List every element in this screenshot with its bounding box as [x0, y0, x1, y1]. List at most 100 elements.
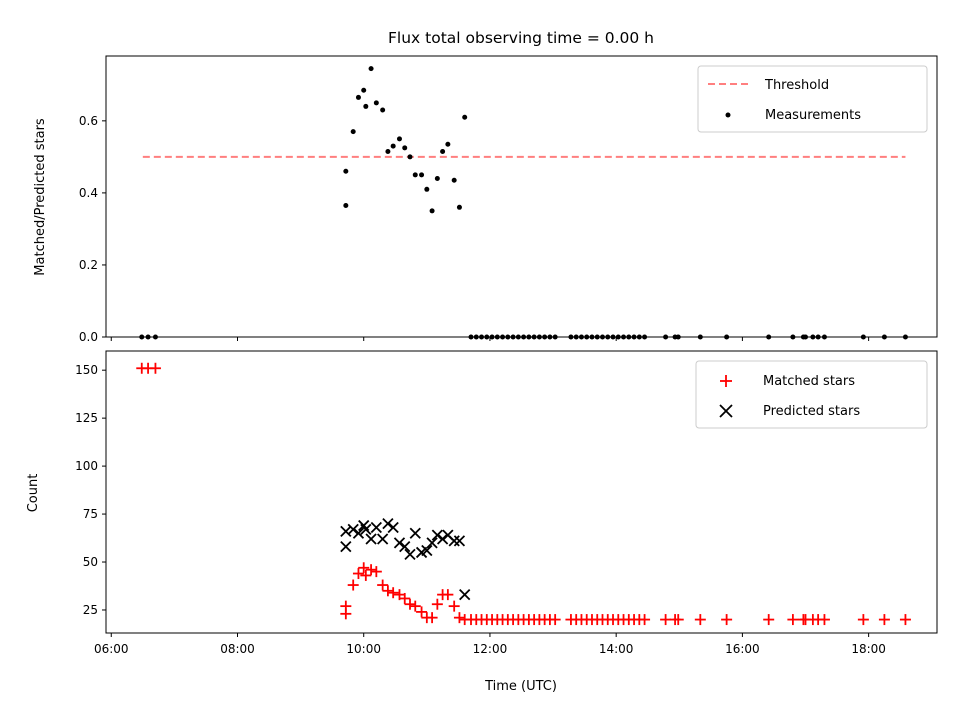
measurement-point — [445, 141, 451, 147]
measurement-point — [363, 103, 369, 109]
measurement-point — [152, 334, 158, 340]
predicted-stroke — [387, 521, 399, 534]
measurement-point — [139, 334, 145, 340]
measurement-point — [456, 204, 462, 210]
predicted-stroke — [347, 523, 359, 536]
bottom-y-tick-label: 50 — [83, 555, 98, 569]
matched-point — [899, 614, 911, 626]
measurement-point — [402, 145, 408, 151]
measurement-point — [407, 154, 413, 160]
bottom-axes: 25 50 75 100 125 150 06:00 08:00 10:00 12:00 14:00… — [75, 363, 886, 656]
measurement-point — [594, 334, 600, 340]
legend-matched-label: Matched stars — [763, 374, 855, 389]
matched-point — [660, 614, 672, 626]
measurement-point — [343, 168, 349, 174]
x-tick-label: 08:00 — [220, 642, 255, 656]
predicted-point — [404, 548, 416, 560]
bottom-y-tick-label: 75 — [83, 507, 98, 521]
measurement-point — [547, 334, 553, 340]
measurement-point — [552, 334, 558, 340]
measurement-point — [881, 334, 887, 340]
predicted-point — [421, 544, 433, 557]
predicted-stroke — [448, 535, 460, 547]
predicted-point — [340, 541, 352, 553]
matched-point — [787, 614, 799, 626]
predicted-stroke — [436, 533, 449, 545]
measurement-point — [434, 175, 440, 181]
measurement-point — [675, 334, 681, 340]
matched-point — [721, 614, 733, 626]
legend-matched-swatch — [720, 375, 732, 387]
measurement-point — [489, 334, 495, 340]
predicted-point — [409, 527, 421, 539]
predicted-stroke — [358, 519, 370, 532]
predicted-stroke — [459, 588, 471, 601]
matched-point — [857, 614, 869, 626]
top-panel: 0.0 0.2 0.4 0.6 Matched/Predicted stars Thr… — [33, 55, 938, 344]
legend-predicted-label: Predicted stars — [763, 404, 860, 419]
bottom-y-tick-label: 100 — [75, 459, 98, 473]
predicted-stroke — [365, 533, 377, 545]
measurement-point — [621, 334, 627, 340]
bottom-plot-frame — [105, 350, 938, 634]
predicted-stroke — [377, 533, 389, 545]
predicted-stroke — [431, 529, 443, 541]
measurement-point — [396, 136, 402, 142]
x-axis-label: Time (UTC) — [484, 679, 557, 694]
matched-point — [409, 600, 421, 612]
measurement-point — [815, 334, 821, 340]
matched-point — [404, 598, 416, 610]
matched-point — [549, 614, 561, 626]
predicted-point — [399, 541, 411, 553]
top-legend-frame — [697, 65, 928, 133]
measurement-point — [697, 334, 703, 340]
measurement-point — [484, 334, 490, 340]
figure-title: Flux total observing time = 0.00 h — [388, 29, 654, 47]
predicted-point — [365, 533, 377, 545]
predicted-point — [459, 588, 471, 601]
top-legend: Threshold Measurements — [697, 65, 928, 133]
measurement-point — [368, 66, 374, 72]
measurement-point — [521, 334, 527, 340]
x-tick-label: 16:00 — [725, 642, 760, 656]
predicted-point — [453, 535, 466, 547]
measurement-point — [505, 334, 511, 340]
measurement-point — [429, 208, 435, 214]
measurement-point — [510, 334, 516, 340]
bottom-legend: Matched stars Predicted stars — [695, 360, 928, 429]
predicted-point — [431, 529, 443, 541]
bottom-y-tick-label: 125 — [75, 411, 98, 425]
legend-measurements-swatch — [725, 112, 731, 118]
matched-point — [340, 600, 352, 612]
predicted-point — [377, 533, 389, 545]
matched-point — [365, 564, 377, 576]
matched-point — [426, 612, 438, 624]
predicted-stroke — [453, 535, 466, 547]
bottom-y-tick-label: 25 — [83, 603, 98, 617]
bottom-legend-frame — [695, 360, 928, 429]
measurement-point — [803, 334, 809, 340]
top-y-tick-label: 0.0 — [79, 330, 98, 344]
predicted-point — [393, 537, 406, 549]
top-y-tick-label: 0.6 — [79, 114, 98, 128]
predicted-stroke — [426, 537, 438, 549]
measurement-point — [451, 177, 457, 183]
matched-point — [382, 585, 394, 597]
matched-point — [878, 614, 890, 626]
measurement-point — [605, 334, 611, 340]
predicted-point — [340, 525, 352, 537]
matched-point — [358, 562, 370, 574]
measurement-point — [589, 334, 595, 340]
measurement-point — [663, 334, 669, 340]
matched-point — [448, 600, 460, 612]
predicted-point — [387, 521, 399, 534]
matched-point — [453, 612, 465, 624]
measurement-point — [821, 334, 827, 340]
predicted-stroke — [393, 537, 406, 549]
predicted-point — [370, 521, 382, 534]
x-tick-label: 14:00 — [599, 642, 634, 656]
matched-point — [377, 579, 389, 591]
predicted-stroke — [370, 521, 382, 534]
measurement-point — [626, 334, 632, 340]
measurement-point — [380, 107, 386, 113]
